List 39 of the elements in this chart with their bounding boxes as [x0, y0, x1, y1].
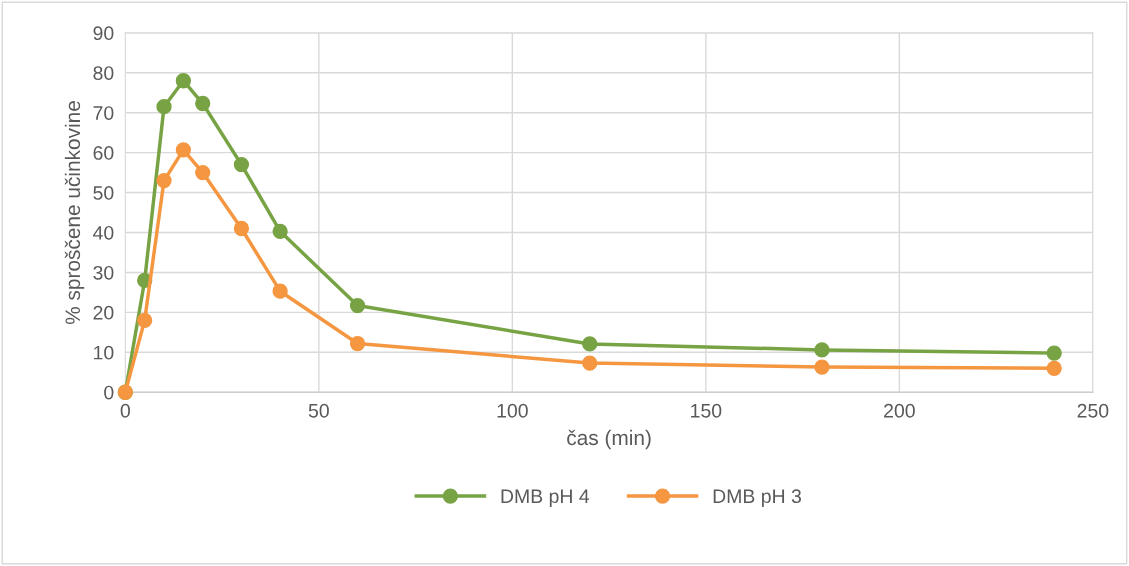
y-tick-label: 90 — [93, 26, 114, 41]
point — [175, 142, 192, 158]
x-tick-label: 200 — [884, 403, 915, 418]
x-axis-title: čas (min) — [567, 429, 651, 450]
point — [195, 164, 211, 181]
point — [349, 335, 366, 352]
point — [175, 73, 192, 89]
y-axis-title: % sproščene učinkovine — [64, 101, 85, 325]
point — [137, 312, 153, 328]
legend-label: DMB pH 4 — [501, 489, 590, 507]
point — [156, 172, 172, 189]
point — [233, 220, 250, 237]
legend-label: DMB pH 3 — [713, 489, 801, 507]
point — [349, 297, 366, 314]
x-tick-label: 100 — [497, 403, 528, 418]
x-tick-label: 50 — [308, 403, 329, 418]
y-tick-label: 50 — [93, 186, 114, 200]
x-tick-label: 150 — [691, 403, 722, 418]
y-tick-label: 20 — [93, 305, 114, 320]
y-tick-label: 30 — [93, 265, 114, 280]
point — [1046, 345, 1062, 361]
x-tick-label: 0 — [120, 403, 130, 418]
x-tick-label: 250 — [1077, 403, 1109, 418]
y-tick-label: 70 — [93, 106, 114, 120]
y-tick-label: 10 — [94, 345, 114, 360]
point — [272, 283, 288, 299]
point — [582, 336, 598, 352]
point — [195, 95, 211, 112]
point — [1046, 360, 1062, 376]
point — [156, 99, 172, 115]
point — [582, 355, 598, 371]
y-tick-label: 40 — [93, 225, 114, 240]
point — [233, 156, 250, 173]
y-tick-label: 60 — [93, 146, 114, 160]
y-tick-label: 0 — [104, 385, 114, 400]
y-tick-label: 80 — [93, 66, 114, 80]
point — [814, 359, 830, 375]
point — [272, 223, 288, 239]
point — [814, 342, 830, 358]
